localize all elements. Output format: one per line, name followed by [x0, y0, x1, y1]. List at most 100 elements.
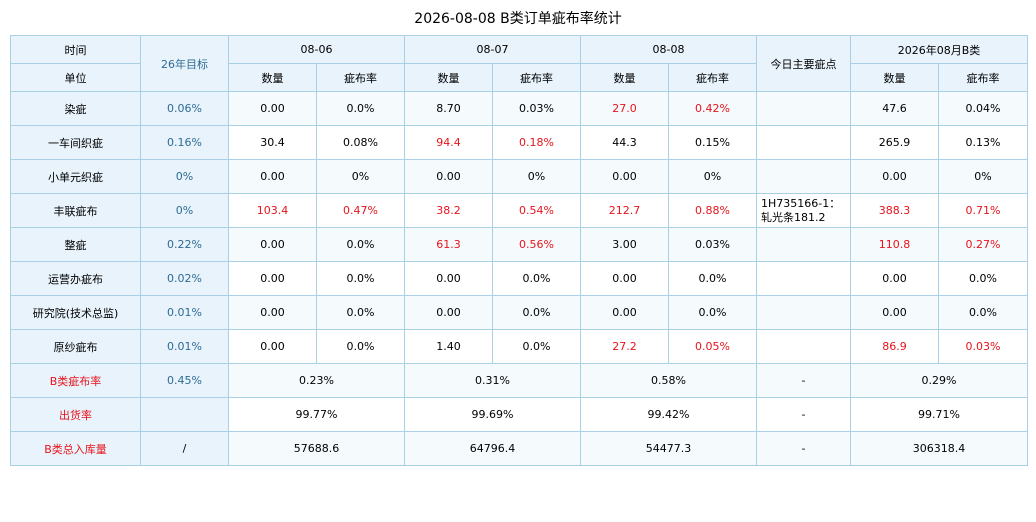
summary-label: B类总入库量 [10, 431, 141, 466]
target-cell: 0.16% [140, 125, 229, 160]
row-label: 研究院(技术总监) [10, 295, 141, 330]
row-label: 原纱疵布 [10, 329, 141, 364]
qty-header: 数量 [228, 63, 317, 92]
defect-points-cell [756, 91, 851, 126]
row-label: 小单元织疵 [10, 159, 141, 194]
row-label: 运营办疵布 [10, 261, 141, 296]
qty-cell: 0.00 [580, 295, 669, 330]
rate-cell: 0% [316, 159, 405, 194]
summary-target: 0.45% [140, 363, 229, 398]
qty-cell: 0.00 [228, 91, 317, 126]
rate-cell: 0.0% [316, 261, 405, 296]
header-row-2: 单位 数量 疵布率 数量 疵布率 数量 疵布率 数量 疵布率 [10, 63, 1029, 92]
month-qty-cell: 0.00 [850, 261, 939, 296]
target-cell: 0.22% [140, 227, 229, 262]
rate-cell: 0.47% [316, 193, 405, 228]
qty-cell: 8.70 [404, 91, 493, 126]
summary-day-cell: 0.23% [228, 363, 405, 398]
rate-cell: 0.05% [668, 329, 757, 364]
table-row: 一车间织疵 0.16% 30.4 0.08% 94.4 0.18% 44.3 0.15% 265… [10, 125, 1029, 160]
rate-cell: 0% [668, 159, 757, 194]
table-row: 染疵 0.06% 0.00 0.0% 8.70 0.03% 27.0 0.42% 47.6 0.0… [10, 91, 1029, 126]
target-cell: 0.01% [140, 329, 229, 364]
target-cell: 0% [140, 193, 229, 228]
defect-points-cell: 1H735166-1：轧光条181.2 [756, 193, 851, 228]
rate-cell: 0.56% [492, 227, 581, 262]
month-rate-cell: 0.03% [937, 329, 1029, 364]
defect-points-cell [756, 159, 851, 194]
qty-cell: 0.00 [228, 159, 317, 194]
time-header: 时间 [10, 35, 141, 64]
summary-stock-row: B类总入库量/57688.6 64796.4 54477.3-306318.4 [10, 431, 1029, 466]
rate-cell: 0.15% [668, 125, 757, 160]
target-cell: 0.06% [140, 91, 229, 126]
summary-month-cell: 99.71% [849, 397, 1029, 432]
row-label: 整疵 [10, 227, 141, 262]
defect-points-cell [756, 125, 851, 160]
month-header: 2026年08月B类 [849, 35, 1029, 64]
table-row: 原纱疵布 0.01% 0.00 0.0% 1.40 0.0% 27.2 0.05% 86.9 0.… [10, 329, 1029, 364]
target-cell: 0% [140, 159, 229, 194]
page-title: 2026-08-08 B类订单疵布率统计 [414, 11, 622, 27]
points-header: 今日主要疵点 [756, 35, 851, 92]
qty-cell: 1.40 [404, 329, 493, 364]
qty-cell: 0.00 [404, 261, 493, 296]
summary-label: 出货率 [10, 397, 141, 432]
row-label: 丰联疵布 [10, 193, 141, 228]
qty-cell: 30.4 [228, 125, 317, 160]
month-rate-cell: 0.0% [937, 295, 1029, 330]
summary-day-cell: 0.31% [404, 363, 581, 398]
month-qty-cell: 86.9 [850, 329, 939, 364]
table-row: 整疵 0.22% 0.00 0.0% 61.3 0.56% 3.00 0.03% 110.8 0.… [10, 227, 1029, 262]
rate-cell: 0.03% [668, 227, 757, 262]
date-header-2: 08-07 [404, 35, 581, 64]
month-qty-cell: 265.9 [850, 125, 939, 160]
target-header: 26年目标 [140, 35, 229, 92]
rate-header: 疵布率 [668, 63, 757, 92]
qty-cell: 3.00 [580, 227, 669, 262]
summary-month-cell: 306318.4 [849, 431, 1029, 466]
month-qty-cell: 0.00 [850, 159, 939, 194]
summary-month-cell: 0.29% [849, 363, 1029, 398]
qty-cell: 212.7 [580, 193, 669, 228]
qty-header: 数量 [404, 63, 493, 92]
summary-points-cell: - [756, 397, 851, 432]
rate-cell: 0.03% [492, 91, 581, 126]
unit-header: 单位 [10, 63, 141, 92]
month-rate-cell: 0.04% [937, 91, 1029, 126]
rate-cell: 0.0% [668, 295, 757, 330]
rate-cell: 0.0% [668, 261, 757, 296]
qty-header: 数量 [580, 63, 669, 92]
month-rate-cell: 0.71% [937, 193, 1029, 228]
target-cell: 0.02% [140, 261, 229, 296]
rate-cell: 0.0% [492, 295, 581, 330]
defect-rate-table: 时间 26年目标 08-06 08-07 08-08 今日主要疵点 2026年0… [10, 35, 1029, 466]
table-row: 丰联疵布 0% 103.4 0.47% 38.2 0.54% 212.7 0.88% 1H735… [10, 193, 1029, 228]
rate-cell: 0.42% [668, 91, 757, 126]
header-row-1: 时间 26年目标 08-06 08-07 08-08 今日主要疵点 2026年0… [10, 35, 1029, 92]
qty-cell: 0.00 [404, 159, 493, 194]
rate-cell: 0.0% [492, 329, 581, 364]
rate-cell: 0.0% [316, 295, 405, 330]
month-rate-cell: 0.0% [937, 261, 1029, 296]
summary-target: / [140, 431, 229, 466]
qty-cell: 0.00 [228, 261, 317, 296]
month-qty-cell: 0.00 [850, 295, 939, 330]
summary-ship-row: 出货率 99.77% 99.69% 99.42% -99.71% [10, 397, 1029, 432]
row-label: 染疵 [10, 91, 141, 126]
rate-cell: 0.08% [316, 125, 405, 160]
rate-header: 疵布率 [492, 63, 581, 92]
qty-cell: 0.00 [580, 261, 669, 296]
summary-day-cell: 99.42% [580, 397, 757, 432]
summary-day-cell: 0.58% [580, 363, 757, 398]
defect-points-cell [756, 295, 851, 330]
summary-day-cell: 64796.4 [404, 431, 581, 466]
defect-points-cell [756, 261, 851, 296]
summary-day-cell: 57688.6 [228, 431, 405, 466]
qty-header: 数量 [850, 63, 939, 92]
month-rate-cell: 0% [937, 159, 1029, 194]
qty-cell: 94.4 [404, 125, 493, 160]
qty-cell: 103.4 [228, 193, 317, 228]
qty-cell: 0.00 [580, 159, 669, 194]
rate-cell: 0.0% [492, 261, 581, 296]
